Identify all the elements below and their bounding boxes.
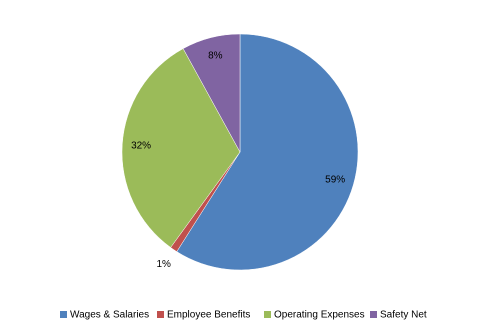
pie-slice <box>121 48 241 248</box>
legend-label: Safety Net <box>380 310 427 321</box>
legend-label: Operating Expenses <box>274 310 365 321</box>
legend-swatch <box>60 311 67 318</box>
legend-swatch <box>370 311 377 318</box>
legend-label: Employee Benefits <box>167 310 250 321</box>
pie-slice <box>182 33 241 153</box>
pie-slice <box>176 33 359 271</box>
legend-swatch <box>264 311 271 318</box>
legend-swatch <box>157 311 164 318</box>
data-label: 1% <box>156 259 171 270</box>
data-label: 59% <box>325 174 345 185</box>
data-label: 32% <box>131 140 151 151</box>
data-label: 8% <box>208 51 223 62</box>
legend-label: Wages & Salaries <box>70 310 149 321</box>
